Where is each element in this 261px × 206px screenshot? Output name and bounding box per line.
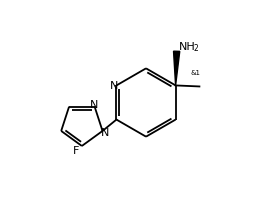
Text: N: N xyxy=(101,127,109,137)
Text: N: N xyxy=(90,100,98,110)
Polygon shape xyxy=(174,52,180,86)
Text: 2: 2 xyxy=(194,43,198,52)
Text: &1: &1 xyxy=(190,70,200,76)
Text: N: N xyxy=(110,81,118,91)
Text: F: F xyxy=(73,145,79,155)
Text: NH: NH xyxy=(179,42,196,52)
